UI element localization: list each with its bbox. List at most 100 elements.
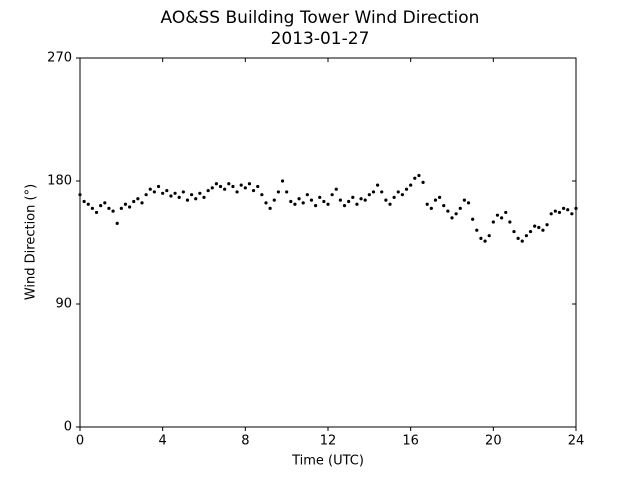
data-point xyxy=(123,202,128,206)
data-point xyxy=(243,186,247,190)
data-point xyxy=(541,228,545,232)
data-point xyxy=(512,229,516,234)
data-point xyxy=(181,190,185,194)
data-point xyxy=(537,225,541,230)
data-point xyxy=(318,195,322,199)
data-point xyxy=(326,202,330,206)
data-point xyxy=(553,209,557,213)
y-tick-label: 180 xyxy=(47,174,72,189)
data-point xyxy=(301,201,305,205)
data-point xyxy=(359,197,363,201)
data-point xyxy=(289,199,293,204)
x-tick-label: 20 xyxy=(485,434,502,449)
chart-title: AO&SS Building Tower Wind Direction xyxy=(161,8,480,28)
data-point xyxy=(371,190,376,194)
data-point xyxy=(347,199,351,204)
data-point xyxy=(508,220,512,224)
data-point xyxy=(425,202,429,206)
data-point xyxy=(169,194,173,198)
data-point xyxy=(384,198,388,202)
data-point xyxy=(103,201,107,205)
data-point xyxy=(351,195,355,199)
data-point xyxy=(392,195,396,199)
data-point xyxy=(400,193,404,197)
data-point xyxy=(562,206,566,210)
x-tick-label: 0 xyxy=(76,434,84,449)
data-point xyxy=(293,202,297,206)
data-point xyxy=(483,239,487,243)
data-point xyxy=(330,193,334,197)
data-point xyxy=(82,199,86,204)
data-point xyxy=(190,193,194,197)
data-point xyxy=(99,204,103,208)
data-point xyxy=(442,204,446,208)
data-point xyxy=(128,205,132,209)
data-point xyxy=(450,216,454,220)
data-point xyxy=(235,190,239,194)
data-point xyxy=(94,210,99,215)
data-point xyxy=(487,234,491,238)
data-point xyxy=(557,210,562,215)
plot-frame xyxy=(79,57,577,428)
data-point xyxy=(144,193,148,197)
data-point xyxy=(524,234,529,238)
data-point xyxy=(454,212,458,216)
data-point xyxy=(314,204,318,208)
data-point xyxy=(107,206,111,210)
data-point xyxy=(111,209,115,213)
y-tick-label: 270 xyxy=(47,51,72,66)
x-tick-label: 16 xyxy=(402,434,419,449)
data-point xyxy=(231,184,235,189)
data-point xyxy=(342,204,347,208)
data-point xyxy=(500,216,504,220)
data-point xyxy=(161,191,165,195)
data-point xyxy=(429,206,433,210)
data-point xyxy=(156,184,161,189)
data-point xyxy=(380,190,384,194)
data-point xyxy=(132,199,136,204)
data-point xyxy=(409,183,413,187)
data-point xyxy=(355,202,359,206)
data-point xyxy=(247,182,252,186)
data-point xyxy=(272,198,276,202)
data-point xyxy=(466,201,471,205)
data-point xyxy=(528,229,533,234)
data-point xyxy=(491,220,495,224)
data-point xyxy=(223,187,227,191)
x-axis-label: Time (UTC) xyxy=(291,454,364,469)
data-point xyxy=(404,187,409,191)
data-point xyxy=(202,195,206,199)
data-point xyxy=(198,191,202,195)
data-point xyxy=(396,190,400,194)
data-point xyxy=(446,209,450,213)
data-point xyxy=(566,208,570,212)
data-point xyxy=(78,193,82,197)
data-point xyxy=(140,201,144,205)
data-point xyxy=(471,217,475,221)
data-point xyxy=(210,186,214,190)
data-point xyxy=(86,202,90,206)
x-tick-label: 12 xyxy=(320,434,337,449)
data-point xyxy=(367,193,371,197)
data-point xyxy=(388,202,392,206)
data-point xyxy=(256,184,260,189)
data-point xyxy=(516,236,520,240)
data-point xyxy=(504,210,508,215)
data-point xyxy=(115,221,119,225)
data-point xyxy=(148,187,152,191)
x-tick-label: 24 xyxy=(568,434,585,449)
data-point xyxy=(533,224,537,228)
data-point xyxy=(285,190,289,194)
data-point xyxy=(173,191,177,195)
data-point xyxy=(309,198,314,202)
data-point xyxy=(413,176,417,180)
chart-subtitle: 2013-01-27 xyxy=(271,29,370,49)
data-point xyxy=(252,188,256,193)
data-point xyxy=(305,193,309,197)
data-point xyxy=(136,197,140,201)
data-point xyxy=(438,195,442,199)
data-point xyxy=(152,190,156,194)
data-point xyxy=(334,187,338,191)
data-point xyxy=(458,206,462,210)
data-point xyxy=(165,188,169,193)
